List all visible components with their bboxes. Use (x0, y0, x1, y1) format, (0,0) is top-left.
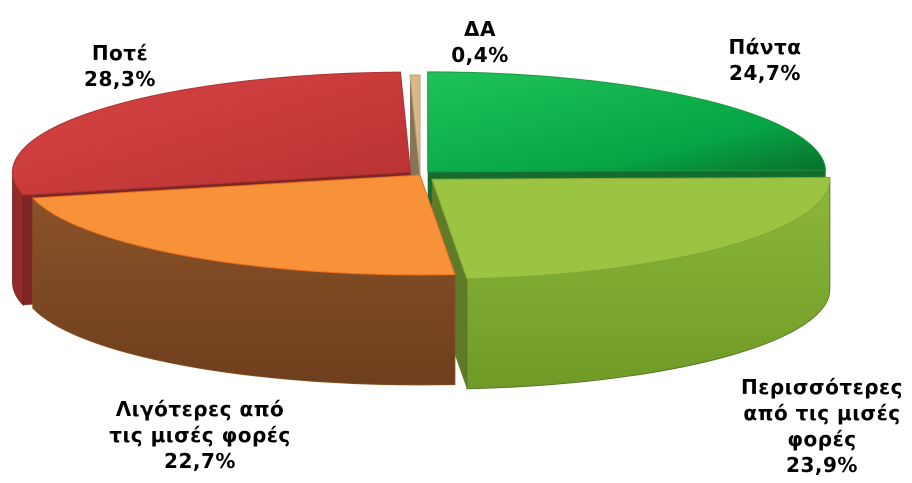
pie-slice (431, 176, 831, 390)
pie-slice-top (31, 174, 456, 276)
data-label: Πάντα 24,7% (728, 35, 801, 85)
data-label-name: φορές (787, 427, 856, 451)
data-label: Ποτέ 28,3% (84, 41, 156, 91)
data-label-value: 23,9% (786, 453, 858, 477)
data-label-name: Ποτέ (92, 41, 148, 65)
pie-slice-top (409, 74, 421, 176)
data-label: ΔΑ 0,4% (451, 17, 508, 67)
labels-layer: Πάντα 24,7% Περισσότερες από τις μισές φορές… (84, 17, 903, 477)
data-label-name: Πάντα (728, 35, 801, 59)
data-label: Περισσότερες από τις μισές φορές 23,9% (741, 375, 903, 477)
data-label-value: 28,3% (84, 67, 156, 91)
pie-slice (31, 174, 456, 386)
data-label-value: 22,7% (164, 449, 236, 473)
data-label-name: από τις μισές (743, 401, 900, 425)
data-label-value: 24,7% (729, 61, 801, 85)
data-label-name: τις μισές φορές (109, 423, 291, 447)
data-label-name: Λιγότερες από (116, 397, 285, 421)
data-label-value: 0,4% (451, 43, 508, 67)
data-label-name: ΔΑ (464, 17, 496, 41)
data-label-name: Περισσότερες (741, 375, 903, 399)
pie-slice-top (431, 176, 831, 280)
pie-slice-top (12, 71, 412, 196)
slices-layer (12, 71, 831, 390)
data-label: Λιγότερες από τις μισές φορές 22,7% (109, 397, 291, 473)
pie-slice-top (427, 71, 827, 173)
